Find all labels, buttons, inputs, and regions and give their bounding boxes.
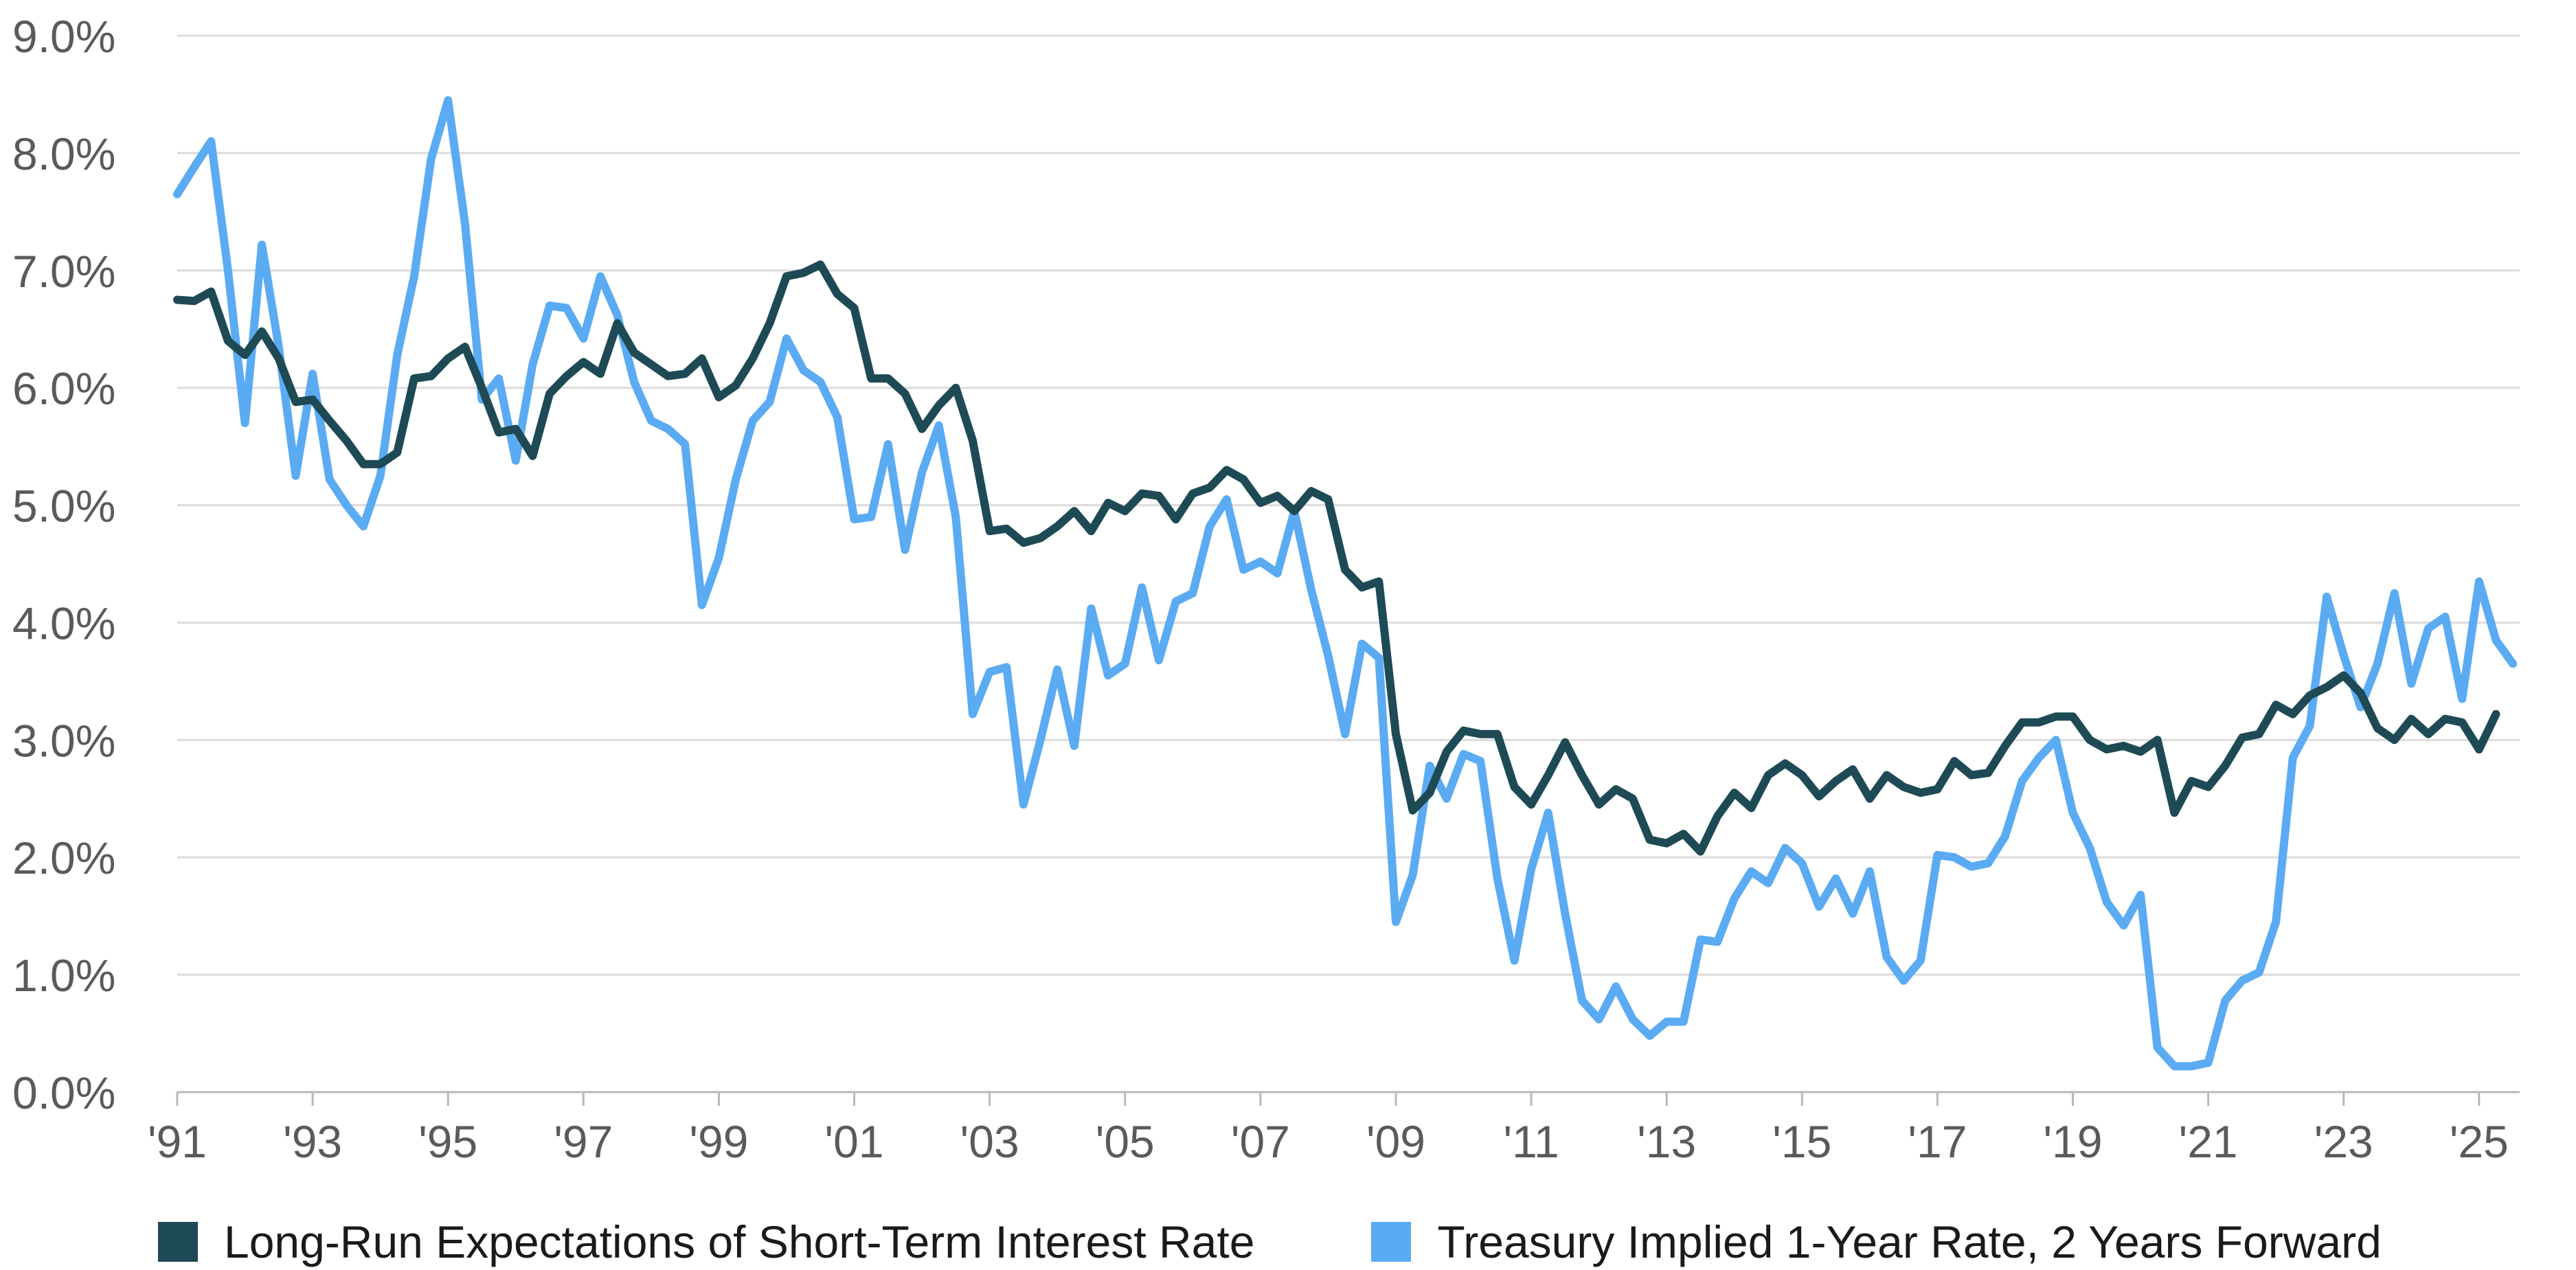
x-tick-label: '13 [1637, 1116, 1696, 1167]
legend-swatch-treasury-implied-rate [1371, 1222, 1412, 1262]
x-tick-label: '11 [1504, 1116, 1559, 1167]
x-axis-tick-labels: '91 '93 '95 '97 '99 '01 '03 '05 '07 '09 '11 '13 '15 '… [148, 1116, 2509, 1167]
x-tick-label: '21 [2179, 1116, 2238, 1167]
y-tick-label: 4.0% [12, 598, 115, 648]
legend-label-treasury-implied-rate: Treasury Implied 1-Year Rate, 2 Years Fo… [1437, 1216, 2382, 1267]
y-tick-label: 5.0% [12, 481, 115, 532]
x-tick-label: '03 [960, 1116, 1019, 1167]
y-tick-label: 1.0% [12, 950, 115, 1001]
x-tick-label: '05 [1096, 1116, 1155, 1167]
legend: Long-Run Expectations of Short-Term Inte… [158, 1216, 2498, 1268]
x-tick-label: '17 [1908, 1116, 1967, 1167]
x-tick-label: '95 [418, 1116, 477, 1167]
x-tick-label: '09 [1366, 1116, 1425, 1167]
x-tick-label: '23 [2314, 1116, 2373, 1167]
y-tick-label: 6.0% [12, 363, 115, 414]
y-tick-label: 3.0% [12, 715, 115, 766]
y-tick-label: 0.0% [12, 1067, 115, 1118]
x-tick-label: '91 [148, 1116, 207, 1167]
x-tick-label: '25 [2450, 1116, 2509, 1167]
x-tick-label: '93 [283, 1116, 342, 1167]
gridlines [177, 34, 2520, 976]
series-lines [173, 96, 2518, 1071]
y-tick-label: 8.0% [12, 128, 115, 179]
legend-swatch-long-run-expectations [158, 1222, 198, 1262]
legend-item-treasury-implied-rate: Treasury Implied 1-Year Rate, 2 Years Fo… [1371, 1216, 2382, 1268]
y-tick-label: 7.0% [12, 246, 115, 297]
legend-item-long-run-expectations: Long-Run Expectations of Short-Term Inte… [158, 1216, 1254, 1268]
x-axis [176, 1091, 2520, 1106]
y-tick-label: 9.0% [12, 11, 115, 62]
x-tick-label: '97 [554, 1116, 613, 1167]
x-tick-label: '99 [689, 1116, 748, 1167]
series-line-treasury-implied-rate [173, 96, 2518, 1071]
x-tick-label: '19 [2044, 1116, 2103, 1167]
x-tick-label: '01 [825, 1116, 884, 1167]
series-line-long-run-expectations [173, 260, 2500, 856]
y-tick-label: 2.0% [12, 832, 115, 883]
y-axis-tick-labels: 0.0% 1.0% 2.0% 3.0% 4.0% 5.0% 6.0% 7.0% 8.0% 9.0% [12, 11, 115, 1118]
x-tick-label: '15 [1772, 1116, 1831, 1167]
legend-label-long-run-expectations: Long-Run Expectations of Short-Term Inte… [224, 1216, 1255, 1267]
x-tick-label: '07 [1231, 1116, 1290, 1167]
